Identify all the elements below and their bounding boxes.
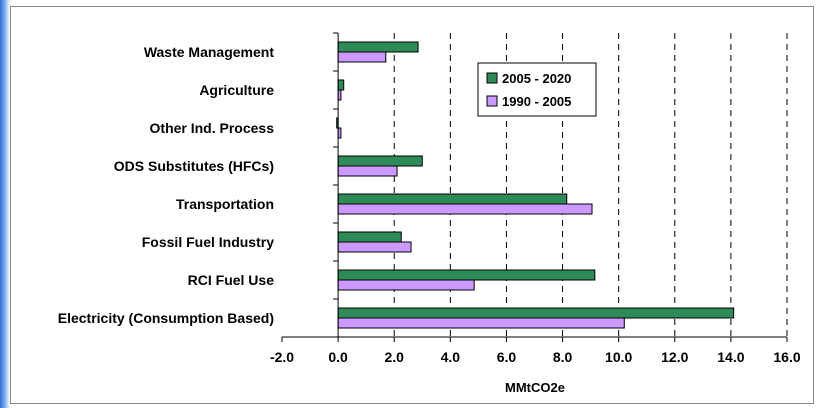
x-tick-label: 10.0 [605,349,632,365]
bar [337,79,345,91]
x-axis-title: MMtCO2e [505,380,565,395]
category-label: Transportation [176,196,274,212]
category-label: Agriculture [199,82,274,98]
bar [337,51,387,63]
legend: 2005 - 2020 1990 - 2005 [477,62,597,117]
bar [337,203,593,215]
bars [336,41,735,329]
bar [337,317,625,329]
tick-labels: -2.0 0.0 2.0 4.0 6.0 8.0 10.0 12.0 14.0 16.0 [270,349,801,365]
x-tick-label: -2.0 [270,349,294,365]
legend-swatch-series-2 [486,95,498,107]
bar [337,165,398,177]
bar [337,231,402,243]
axes [281,32,788,342]
bar [337,193,568,205]
bar [337,41,419,53]
legend-swatch-series-1 [486,72,498,84]
x-tick-label: 0.0 [328,349,348,365]
legend-label-series-1: 2005 - 2020 [502,71,571,86]
bar [337,269,596,281]
bar [337,279,475,291]
x-tick-label: 8.0 [553,349,573,365]
x-tick-label: 12.0 [661,349,688,365]
legend-box [477,62,597,117]
category-labels: Waste Management Agriculture Other Ind. Pr… [58,44,275,326]
category-label: Waste Management [144,44,275,60]
bar [337,155,423,167]
category-label: Other Ind. Process [150,120,275,136]
category-label: ODS Substitutes (HFCs) [114,158,274,174]
x-tick-label: 2.0 [384,349,404,365]
x-tick-label: 16.0 [773,349,800,365]
x-tick-label: 6.0 [497,349,517,365]
bar [337,307,735,319]
legend-label-series-2: 1990 - 2005 [502,94,571,109]
category-label: RCI Fuel Use [188,272,275,288]
category-label: Electricity (Consumption Based) [58,310,274,326]
x-tick-label: 14.0 [717,349,744,365]
x-tick-label: 4.0 [441,349,461,365]
category-label: Fossil Fuel Industry [142,234,274,250]
bar [337,241,412,253]
